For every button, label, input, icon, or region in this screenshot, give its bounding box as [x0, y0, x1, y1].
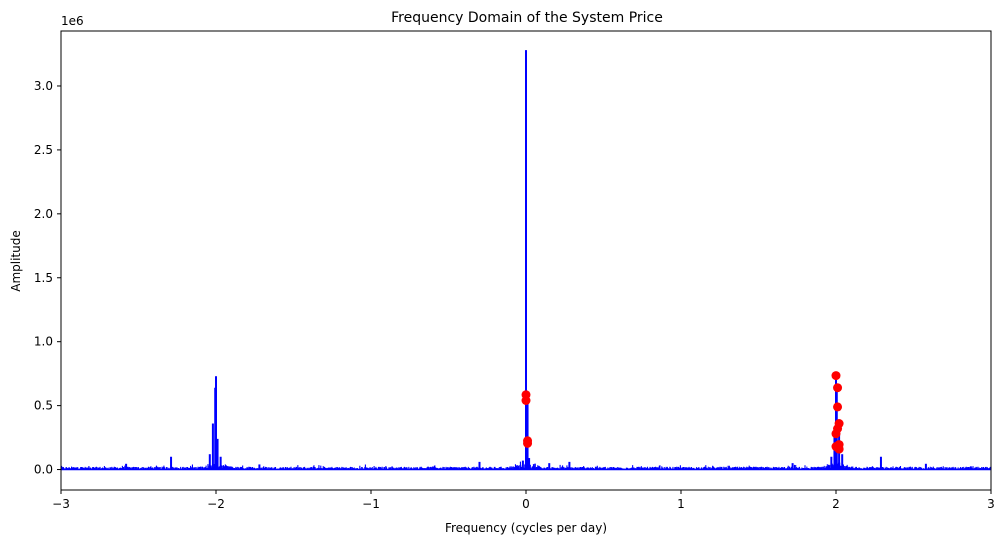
x-axis-title: Frequency (cycles per day) — [445, 521, 607, 535]
x-tick-label: −1 — [362, 497, 380, 511]
y-axis: 0.0 0.5 1.0 1.5 2.0 2.5 3.0 — [34, 79, 61, 477]
x-tick-label: 3 — [987, 497, 995, 511]
y-tick-label: 2.5 — [34, 143, 53, 157]
highlight-marker — [834, 444, 844, 454]
y-tick-label: 0.5 — [34, 399, 53, 413]
y-tick-label: 0.0 — [34, 463, 53, 477]
x-tick-label: 1 — [677, 497, 685, 511]
x-tick-label: 2 — [832, 497, 840, 511]
highlight-marker — [521, 396, 531, 406]
highlight-marker — [831, 371, 841, 381]
plot-content — [60, 50, 992, 471]
y-offset-label: 1e6 — [61, 14, 84, 28]
highlight-marker — [523, 438, 533, 448]
chart-title: Frequency Domain of the System Price — [391, 10, 663, 26]
y-tick-label: 2.0 — [34, 207, 53, 221]
x-axis: −3 −2 −1 0 1 2 3 — [52, 490, 995, 511]
y-tick-label: 3.0 — [34, 79, 53, 93]
highlight-marker — [833, 402, 843, 412]
x-tick-label: −3 — [52, 497, 70, 511]
x-tick-label: 0 — [522, 497, 530, 511]
y-tick-label: 1.0 — [34, 335, 53, 349]
highlight-marker — [831, 429, 841, 439]
x-tick-label: −2 — [207, 497, 225, 511]
y-tick-label: 1.5 — [34, 271, 53, 285]
y-axis-title: Amplitude — [9, 230, 23, 292]
highlight-marker — [833, 383, 843, 393]
